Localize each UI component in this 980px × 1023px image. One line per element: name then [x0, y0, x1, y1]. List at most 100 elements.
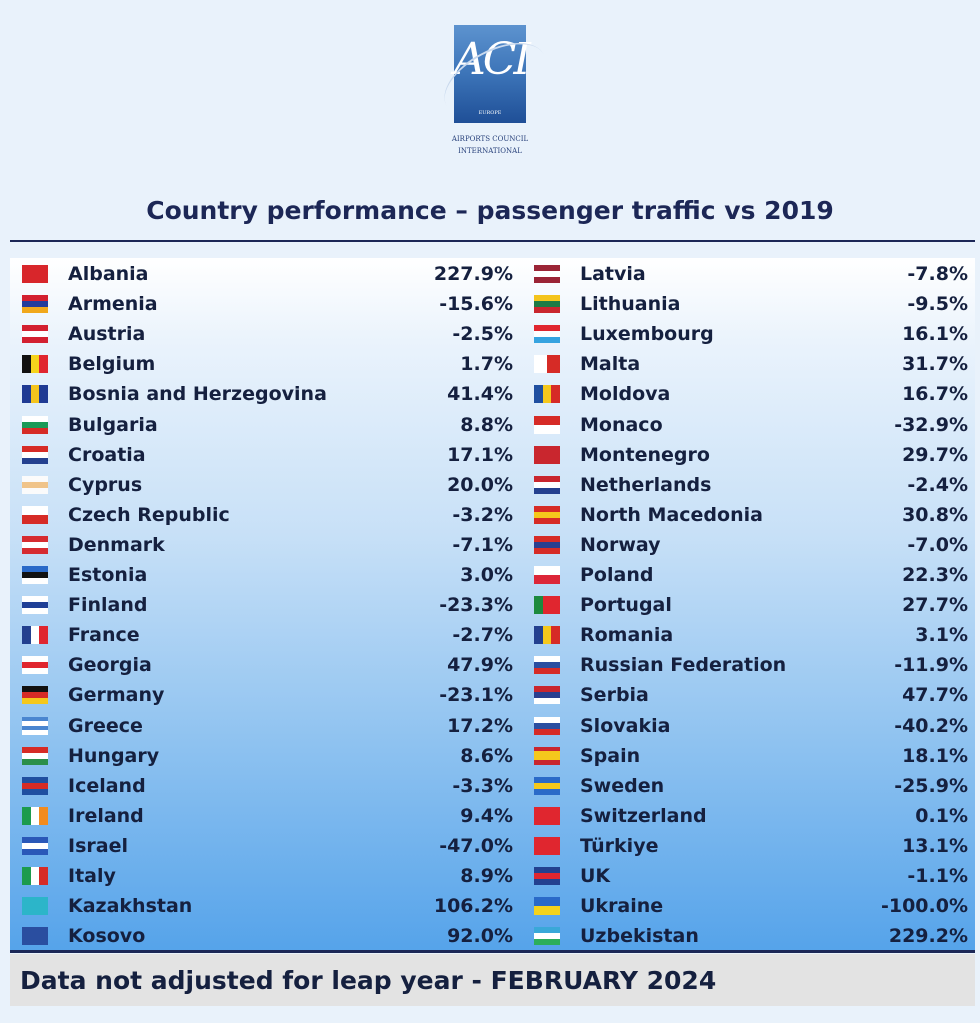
table-row: Georgia 47.9% [10, 651, 513, 681]
country-name: Romania [580, 624, 674, 647]
traffic-change-value: 92.0% [447, 925, 513, 948]
country-name: Hungary [68, 744, 160, 767]
table-row: Switzerland 0.1% [522, 802, 975, 832]
country-name: Austria [68, 323, 146, 346]
country-name: Spain [580, 744, 641, 767]
country-name: Cyprus [68, 473, 143, 496]
aci-logo: ACI EUROPE AIRPORTS COUNCIL INTERNATIONA… [432, 20, 558, 165]
country-name: Lithuania [580, 293, 681, 316]
traffic-change-value: -15.6% [439, 293, 513, 316]
table-row: Luxembourg 16.1% [522, 320, 975, 350]
table-row: Uzbekistan 229.2% [522, 922, 975, 952]
table-row: Ukraine -100.0% [522, 892, 975, 922]
traffic-change-value: -3.2% [452, 503, 513, 526]
country-name: Iceland [68, 774, 146, 797]
flag-icon [22, 325, 48, 344]
flag-icon [22, 897, 48, 916]
flag-icon [534, 867, 560, 885]
traffic-change-value: 229.2% [888, 925, 968, 948]
traffic-change-value: 227.9% [433, 263, 513, 285]
traffic-change-value: 17.1% [447, 443, 513, 466]
table-row: Belgium 1.7% [10, 350, 513, 380]
table-row: Poland 22.3% [522, 561, 975, 591]
table-row: Portugal 27.7% [522, 591, 975, 621]
flag-icon [534, 445, 560, 464]
divider [10, 950, 975, 953]
table-row: Finland -23.3% [10, 591, 513, 621]
flag-icon [534, 505, 560, 524]
flag-icon [534, 716, 560, 735]
flag-icon [534, 836, 560, 855]
flag-icon [22, 596, 48, 615]
flag-icon [534, 325, 560, 344]
traffic-change-value: -32.9% [894, 413, 968, 436]
flag-icon [22, 385, 49, 404]
logo-text: ACI [454, 34, 531, 85]
table-row: Türkiye 13.1% [522, 832, 975, 862]
logo-badge: EUROPE [478, 110, 502, 116]
traffic-change-value: -1.1% [907, 865, 968, 887]
table-row: Bulgaria 8.8% [10, 411, 513, 441]
country-name: Luxembourg [580, 323, 714, 346]
flag-icon [22, 265, 48, 283]
table-row: Germany -23.1% [10, 681, 513, 711]
country-name: Russian Federation [580, 654, 787, 677]
country-name: Netherlands [580, 473, 712, 496]
country-name: Türkiye [580, 834, 659, 857]
traffic-change-value: 9.4% [460, 804, 513, 827]
table-row: Denmark -7.1% [10, 531, 513, 561]
country-name: Croatia [68, 443, 146, 466]
traffic-change-value: 29.7% [902, 443, 968, 466]
country-name: Belgium [68, 353, 156, 376]
country-name: Finland [68, 594, 148, 617]
traffic-change-value: 18.1% [902, 744, 968, 767]
country-name: Malta [580, 353, 641, 376]
table-row: Slovakia -40.2% [522, 712, 975, 742]
traffic-change-value: 31.7% [902, 353, 968, 376]
table-row: France -2.7% [10, 621, 513, 651]
table-row: Netherlands -2.4% [522, 471, 975, 501]
country-name: Kosovo [68, 925, 146, 948]
traffic-change-value: -9.5% [907, 293, 968, 316]
table-row: Greece 17.2% [10, 712, 513, 742]
country-name: Uzbekistan [580, 925, 699, 948]
table-row: Russian Federation -11.9% [522, 651, 975, 681]
country-name: Armenia [68, 293, 158, 316]
country-name: Montenegro [580, 443, 710, 466]
flag-icon [22, 656, 48, 675]
table-row: Hungary 8.6% [10, 742, 513, 772]
table-row: Estonia 3.0% [10, 561, 513, 591]
country-name: Moldova [580, 383, 671, 406]
flag-icon [22, 776, 48, 795]
country-name: Serbia [580, 684, 649, 707]
table-row: Czech Republic -3.2% [10, 501, 513, 531]
traffic-change-value: 22.3% [902, 564, 968, 586]
country-name: Greece [68, 714, 143, 737]
traffic-change-value: -40.2% [894, 714, 968, 737]
flag-icon [534, 686, 560, 705]
country-name: Sweden [580, 774, 665, 797]
logo-subtitle-1: AIRPORTS COUNCIL [451, 135, 529, 143]
country-name: France [68, 624, 140, 647]
traffic-change-value: 8.6% [460, 744, 513, 767]
table-row: Italy 8.9% [10, 862, 513, 892]
table-row: Albania 227.9% [10, 260, 513, 290]
traffic-change-value: -100.0% [880, 895, 968, 918]
flag-icon [534, 626, 561, 645]
flag-icon [534, 596, 561, 615]
logo-box [454, 25, 526, 123]
country-name: Bosnia and Herzegovina [68, 383, 327, 406]
traffic-change-value: -23.1% [439, 684, 513, 707]
table-row: Malta 31.7% [522, 350, 975, 380]
traffic-change-value: 8.9% [460, 865, 513, 887]
country-name: Israel [68, 834, 128, 857]
table-row: UK -1.1% [522, 862, 975, 892]
flag-icon [22, 505, 48, 524]
traffic-change-value: 41.4% [447, 383, 513, 406]
flag-icon [22, 475, 48, 494]
flag-icon [22, 566, 48, 584]
traffic-change-value: 47.7% [902, 684, 968, 707]
traffic-change-value: -2.5% [452, 323, 513, 346]
page-title: Country performance – passenger traffic … [146, 196, 834, 225]
table-row: Latvia -7.8% [522, 260, 975, 290]
